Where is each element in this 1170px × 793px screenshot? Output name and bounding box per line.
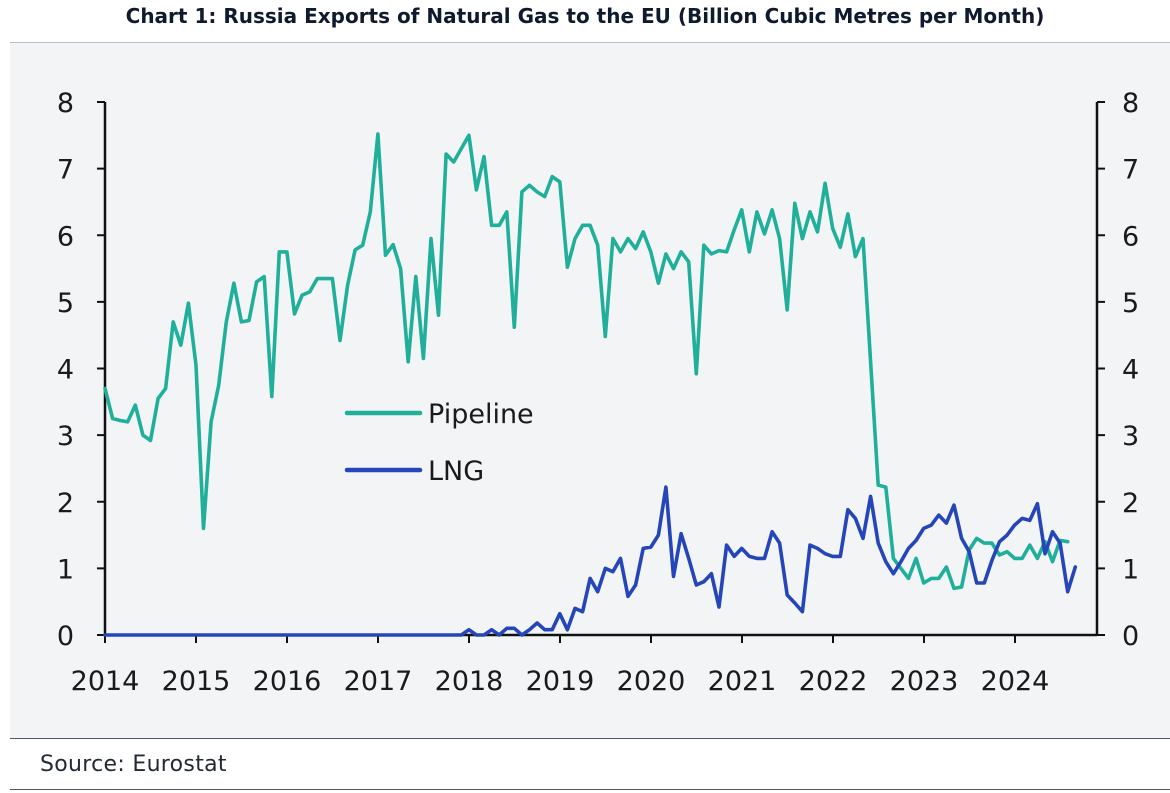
y-tick-label-left: 1 bbox=[57, 554, 74, 585]
y-tick-label-right: 4 bbox=[1122, 355, 1139, 386]
x-axis: 2014 2015 2016 2017 2018 2019 2020 2021 2022 2023… bbox=[71, 633, 1097, 697]
series-line-lng bbox=[103, 485, 1078, 637]
chart-panel bbox=[10, 43, 1170, 738]
y-tick-label-right: 1 bbox=[1122, 554, 1139, 585]
y-tick-label-right: 5 bbox=[1122, 288, 1139, 319]
y-tick-label-right: 2 bbox=[1122, 488, 1139, 519]
top-rule bbox=[10, 42, 1170, 43]
y-tick-label-right: 6 bbox=[1122, 221, 1139, 252]
x-tick-label: 2022 bbox=[799, 666, 868, 697]
y-tick-label-right: 0 bbox=[1122, 621, 1139, 652]
left-y-axis: 0 1 2 3 4 5 6 7 8 bbox=[57, 88, 107, 652]
legend: Pipeline LNG bbox=[344, 399, 534, 487]
bottom-rule bbox=[10, 738, 1170, 739]
x-tick-label: 2015 bbox=[162, 666, 231, 697]
legend-label-pipeline: Pipeline bbox=[428, 399, 534, 430]
y-tick-label-right: 8 bbox=[1122, 88, 1139, 119]
series-line-pipeline bbox=[103, 132, 1070, 591]
end-rule bbox=[10, 789, 1170, 790]
y-tick-label-left: 3 bbox=[57, 421, 74, 452]
y-tick-label-left: 6 bbox=[57, 221, 74, 252]
series-layer bbox=[103, 132, 1078, 637]
x-tick-label: 2017 bbox=[344, 666, 413, 697]
y-tick-label-left: 5 bbox=[57, 288, 74, 319]
legend-label-lng: LNG bbox=[428, 456, 484, 487]
y-tick-label-left: 2 bbox=[57, 488, 74, 519]
y-tick-label-right: 7 bbox=[1122, 155, 1139, 186]
x-tick-label: 2016 bbox=[253, 666, 322, 697]
x-tick-label: 2018 bbox=[435, 666, 504, 697]
y-tick-label-left: 7 bbox=[57, 155, 74, 186]
y-tick-label-left: 0 bbox=[57, 621, 74, 652]
x-tick-label: 2021 bbox=[708, 666, 777, 697]
source-note: Source: Eurostat bbox=[40, 752, 227, 777]
x-tick-label: 2020 bbox=[617, 666, 686, 697]
x-tick-label: 2023 bbox=[890, 666, 959, 697]
x-tick-label: 2024 bbox=[981, 666, 1050, 697]
x-tick-label: 2019 bbox=[526, 666, 595, 697]
y-tick-label-right: 3 bbox=[1122, 421, 1139, 452]
y-tick-label-left: 8 bbox=[57, 88, 74, 119]
right-y-axis: 0 1 2 3 4 5 6 7 8 bbox=[1095, 88, 1139, 652]
y-tick-label-left: 4 bbox=[57, 355, 74, 386]
chart-title: Chart 1: Russia Exports of Natural Gas t… bbox=[125, 4, 1045, 28]
x-tick-label: 2014 bbox=[71, 666, 140, 697]
